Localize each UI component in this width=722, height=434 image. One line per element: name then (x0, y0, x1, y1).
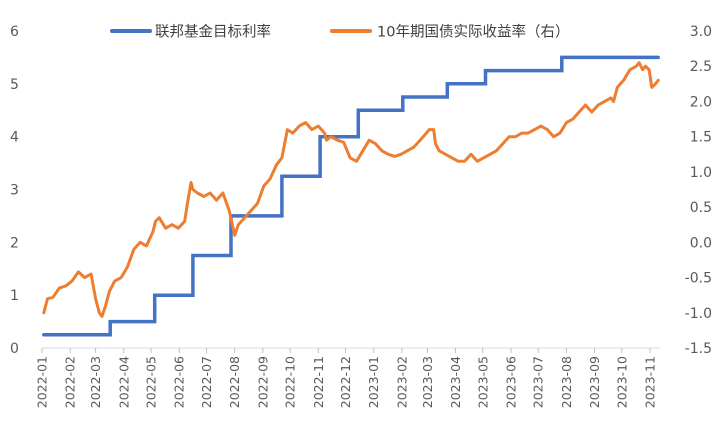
x-tick-label: 2022-07 (199, 356, 214, 408)
x-tick-label: 2022-06 (172, 356, 187, 408)
legend: 联邦基金目标利率 10年期国债实际收益率（右） (110, 24, 569, 41)
x-tick-label: 2023-02 (394, 356, 409, 408)
left-tick-label: 5 (10, 77, 19, 93)
left-tick-label: 3 (10, 183, 19, 199)
x-tick-label: 2023-06 (503, 356, 518, 408)
left-tick-label: 0 (10, 341, 19, 357)
x-tick-label: 2022-09 (255, 356, 270, 408)
x-axis: 2022-01 2022-02 2022-03 2022-04 2022-05 2022-… (35, 347, 660, 408)
x-tick-label: 2022-05 (144, 356, 159, 408)
right-tick-label: 0.5 (690, 200, 712, 216)
x-tick-label: 2023-01 (366, 356, 381, 408)
left-tick-label: 2 (10, 235, 19, 251)
legend-label-fed-rate: 联邦基金目标利率 (155, 24, 271, 41)
x-tick-label: 2023-11 (643, 356, 658, 408)
x-tick-label: 2023-05 (475, 356, 490, 408)
right-tick-label: 2.0 (690, 94, 712, 110)
legend-label-real-yield: 10年期国债实际收益率（右） (377, 24, 569, 41)
plot-area (42, 55, 660, 337)
x-tick-label: 2023-07 (531, 356, 546, 408)
right-tick-label: -0.5 (685, 271, 712, 287)
x-tick-label: 2022-03 (88, 356, 103, 408)
x-tick-label: 2022-04 (116, 356, 131, 408)
left-tick-label: 1 (10, 288, 19, 304)
x-tick-label: 2023-08 (559, 356, 574, 408)
left-tick-label: 4 (10, 130, 19, 146)
left-axis: 0 1 2 3 4 5 6 (10, 24, 19, 357)
x-tick-label: 2023-04 (448, 356, 463, 408)
x-tick-label: 2023-10 (614, 356, 629, 408)
left-tick-label: 6 (10, 24, 19, 40)
x-tick-label: 2022-02 (63, 356, 78, 408)
right-tick-label: 3.0 (690, 24, 712, 40)
right-tick-label: 0.0 (690, 235, 712, 251)
right-tick-label: 1.5 (690, 130, 712, 146)
right-tick-label: 1.0 (690, 165, 712, 181)
series-line-fed-rate (42, 55, 660, 337)
x-tick-label: 2023-09 (587, 356, 602, 408)
series-line-real-yield (42, 61, 660, 318)
right-tick-label: 2.5 (690, 59, 712, 75)
x-tick-label: 2022-08 (227, 356, 242, 408)
x-tick-label: 2023-03 (420, 356, 435, 408)
x-tick-label: 2022-12 (338, 356, 353, 408)
x-tick-label: 2022-01 (35, 356, 50, 408)
x-tick-label: 2022-10 (283, 356, 298, 408)
right-tick-label: -1.5 (685, 341, 712, 357)
x-tick-label: 2022-11 (311, 356, 326, 408)
right-tick-label: -1.0 (685, 306, 712, 322)
right-axis: -1.5 -1.0 -0.5 0.0 0.5 1.0 1.5 2.0 2.5 3.0 (685, 24, 712, 357)
